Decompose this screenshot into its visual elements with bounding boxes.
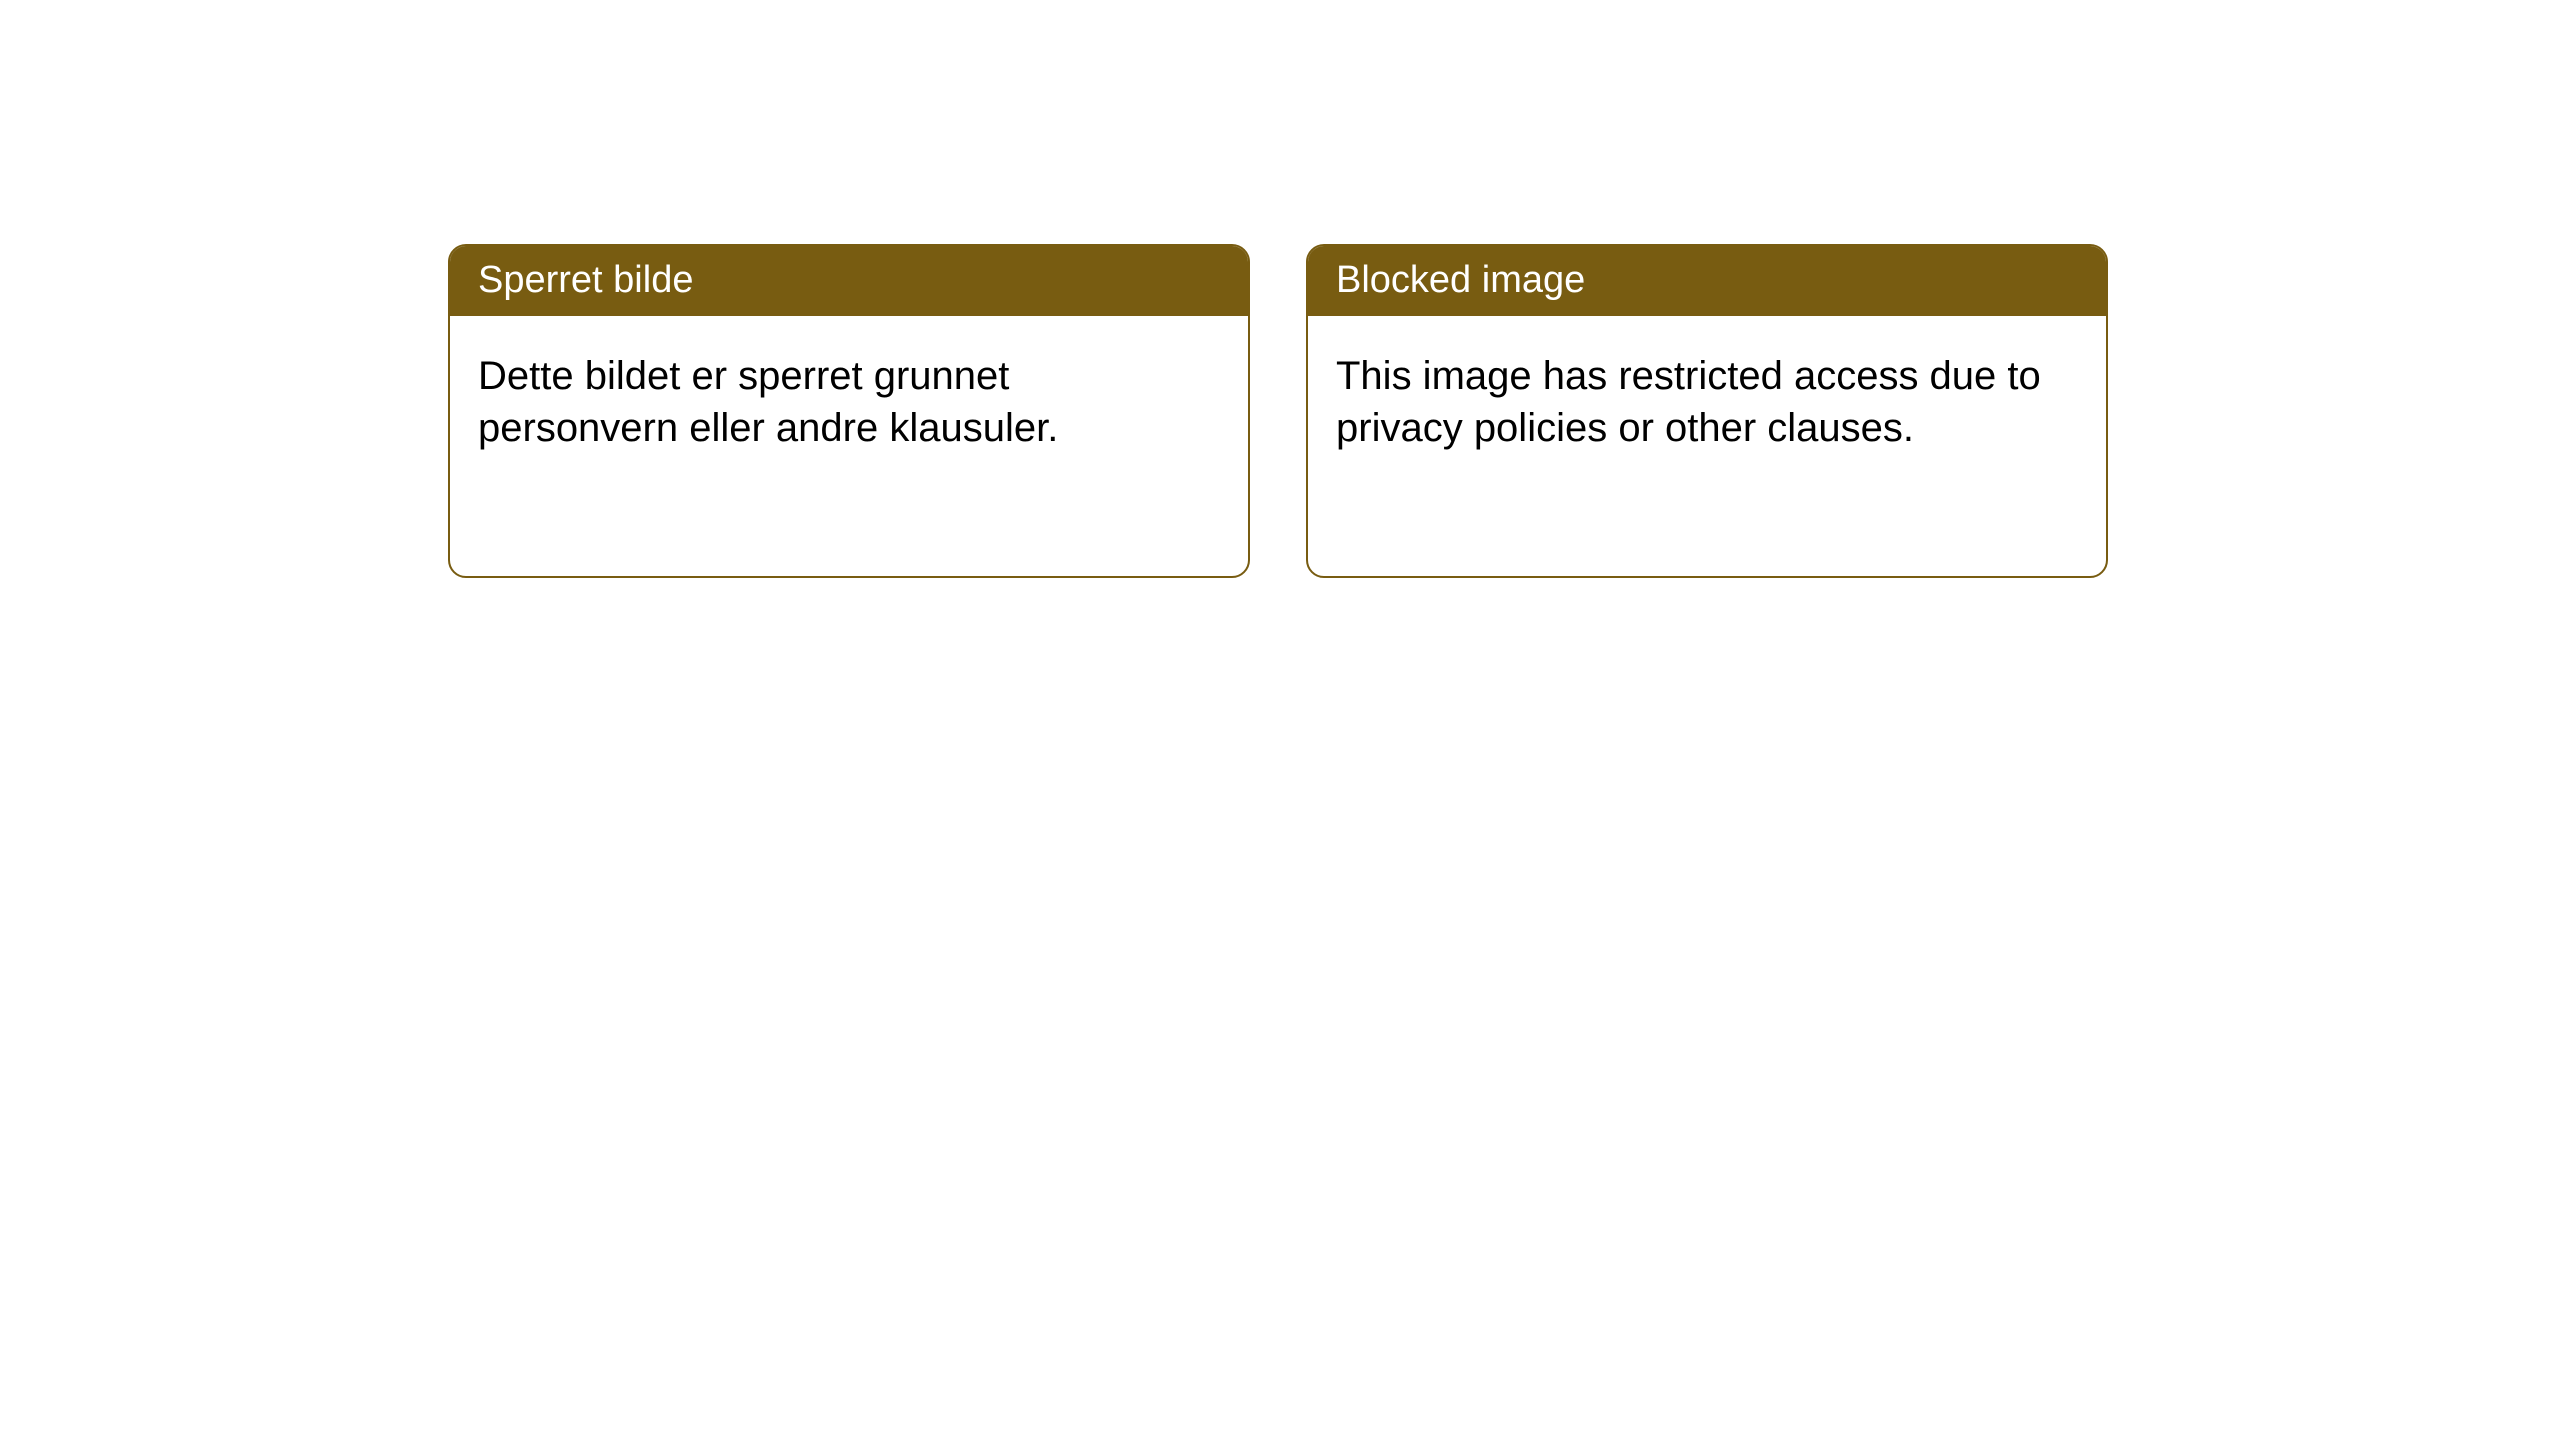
- notice-title-english: Blocked image: [1336, 259, 1585, 301]
- notice-header-english: Blocked image: [1308, 246, 2106, 316]
- notice-text-norwegian: Dette bildet er sperret grunnet personve…: [478, 354, 1058, 451]
- notice-body-norwegian: Dette bildet er sperret grunnet personve…: [450, 316, 1248, 490]
- notice-card-english: Blocked image This image has restricted …: [1306, 244, 2108, 578]
- notice-header-norwegian: Sperret bilde: [450, 246, 1248, 316]
- notice-title-norwegian: Sperret bilde: [478, 259, 693, 301]
- notice-card-norwegian: Sperret bilde Dette bildet er sperret gr…: [448, 244, 1250, 578]
- notice-text-english: This image has restricted access due to …: [1336, 354, 2041, 451]
- notice-container: Sperret bilde Dette bildet er sperret gr…: [448, 244, 2108, 578]
- notice-body-english: This image has restricted access due to …: [1308, 316, 2106, 490]
